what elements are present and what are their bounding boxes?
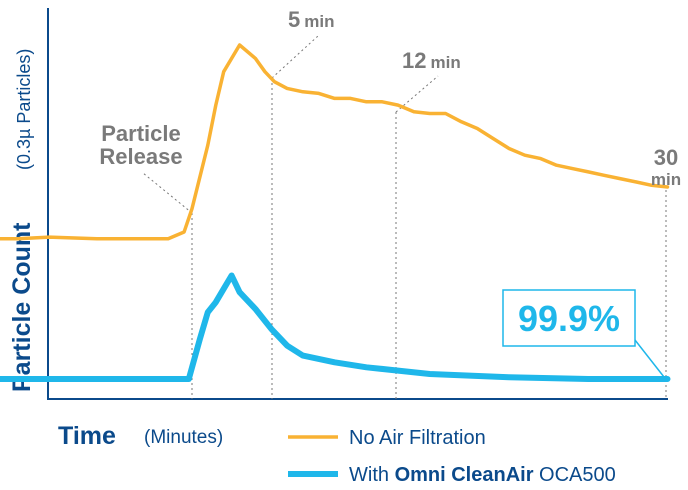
annotation-5min: 5 min bbox=[288, 7, 334, 32]
guide-5min-leader bbox=[271, 35, 319, 79]
legend-label-omni: With Omni CleanAir OCA500 bbox=[349, 464, 616, 486]
legend-label-no-air: No Air Filtration bbox=[349, 427, 486, 449]
series-no-air-filtration-line bbox=[0, 43, 670, 241]
guide-release-leader bbox=[142, 172, 193, 214]
callout-leader bbox=[634, 339, 665, 378]
callout-box bbox=[502, 289, 636, 347]
annotation-30: 30 bbox=[654, 145, 678, 170]
y-axis-sublabel: (0.3µ Particles) bbox=[14, 49, 34, 170]
annotation-12min: 12 min bbox=[402, 48, 461, 73]
y-axis-label: Particle Count bbox=[8, 222, 36, 392]
legend: No Air Filtration With Omni CleanAir OCA… bbox=[288, 427, 616, 486]
guide-12min-leader bbox=[395, 75, 439, 113]
x-axis-label: Time bbox=[58, 422, 116, 450]
series-omni-cleanair-line bbox=[0, 272, 671, 382]
annotation-particle: Particle bbox=[101, 121, 181, 146]
x-axis-sublabel: (Minutes) bbox=[144, 427, 223, 448]
annotation-release: Release bbox=[99, 144, 182, 169]
annotation-30-unit: min bbox=[651, 170, 681, 189]
callout-value: 99.9% bbox=[518, 298, 620, 339]
